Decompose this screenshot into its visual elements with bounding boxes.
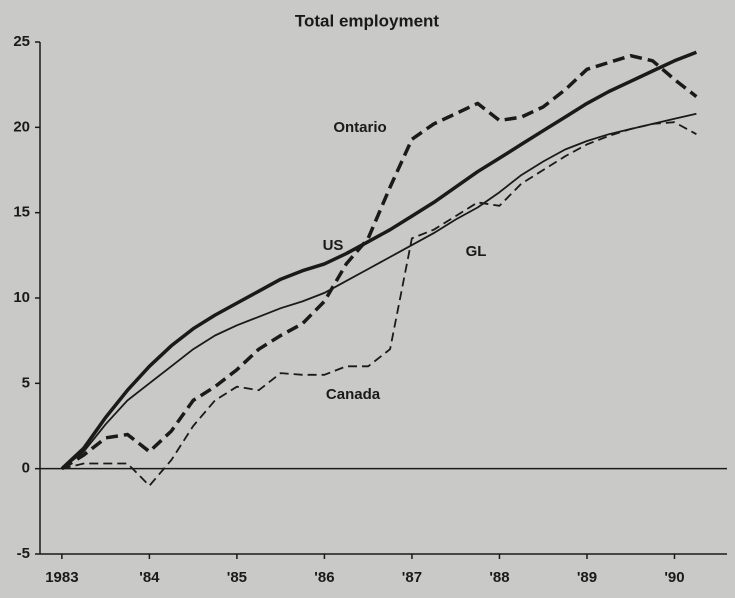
series-line <box>60 53 698 471</box>
x-tick-label: '87 <box>402 569 422 586</box>
y-tick-label: 0 <box>22 460 30 477</box>
y-tick-label: 20 <box>13 118 30 135</box>
x-tick-label: '84 <box>139 569 160 586</box>
y-tick-label: -5 <box>17 545 30 562</box>
series-line <box>61 112 697 470</box>
y-tick-label: 10 <box>13 289 30 306</box>
series-label: US <box>323 237 344 254</box>
series-line <box>60 50 698 470</box>
x-tick-label: '89 <box>577 569 597 586</box>
x-tick-label: '88 <box>489 569 509 586</box>
series-label: GL <box>466 243 487 260</box>
chart-title: Total employment <box>295 11 440 30</box>
series-label: Ontario <box>333 119 386 136</box>
y-tick-label: 25 <box>13 33 30 50</box>
x-tick-label: '85 <box>227 569 247 586</box>
x-tick-label: 1983 <box>45 569 78 586</box>
x-tick-label: '86 <box>314 569 334 586</box>
y-tick-label: 15 <box>13 204 30 221</box>
series-line <box>61 121 697 487</box>
series-label: Canada <box>326 386 381 403</box>
x-tick-label: '90 <box>664 569 684 586</box>
y-tick-label: 5 <box>22 374 30 391</box>
